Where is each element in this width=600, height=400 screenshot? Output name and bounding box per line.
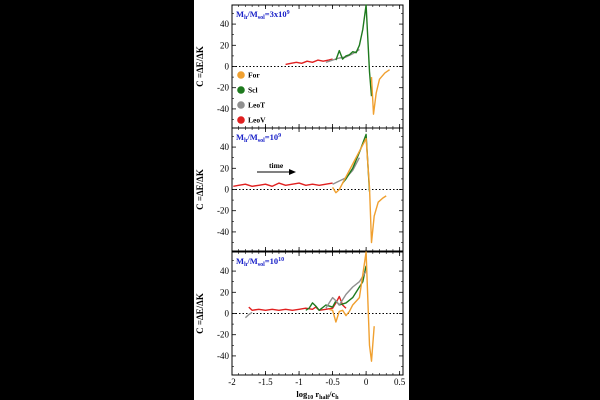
legend-label-leov: LeoV — [248, 116, 266, 125]
legend-label-scl: Scl — [248, 86, 258, 95]
time-arrow-head — [289, 169, 296, 175]
y-tick-label: 40 — [220, 19, 230, 29]
series-line-for — [370, 69, 390, 115]
y-tick-label: 0 — [225, 309, 230, 319]
y-axis-label: C =ΔE/ΔK — [195, 46, 205, 87]
y-tick-label: -40 — [217, 104, 229, 114]
y-tick-label: -20 — [217, 83, 229, 93]
y-tick-label: 40 — [220, 266, 230, 276]
y-tick-label: -20 — [217, 206, 229, 216]
series-line-leot — [325, 48, 360, 63]
y-tick-label: 0 — [225, 185, 230, 195]
y-tick-label: -40 — [217, 351, 229, 361]
series-line-leov — [285, 58, 333, 66]
y-axis-label: C =ΔE/ΔK — [195, 169, 205, 210]
series-line-for — [332, 137, 387, 244]
x-tick-label: -1 — [295, 377, 303, 387]
x-axis-label: log10 rhalf/ch — [296, 389, 339, 400]
legend-label-leot: LeoT — [248, 101, 265, 110]
legend-marker-for — [237, 71, 245, 79]
legend-marker-scl — [237, 86, 245, 94]
series-line-leot — [244, 311, 253, 319]
y-tick-label: 20 — [220, 287, 230, 297]
series-line-leot — [325, 270, 367, 309]
y-tick-label: 20 — [220, 163, 230, 173]
series-line-for — [329, 251, 375, 362]
legend-marker-leov — [237, 116, 245, 124]
panel-title: Mh/Msol=3x109 — [236, 9, 290, 21]
panel-title: Mh/Msol=109 — [236, 132, 281, 144]
time-annotation: time — [269, 161, 284, 170]
series-line-leov — [233, 182, 333, 188]
series-line-leov — [248, 295, 347, 311]
x-tick-label: 0.5 — [394, 377, 406, 387]
legend-label-for: For — [248, 71, 260, 80]
y-axis-label: C =ΔE/ΔK — [195, 293, 205, 334]
y-tick-label: -40 — [217, 227, 229, 237]
x-tick-label: -0.5 — [325, 377, 340, 387]
y-tick-label: -20 — [217, 330, 229, 340]
y-tick-label: 0 — [225, 62, 230, 72]
series-line-scl — [305, 265, 367, 311]
series-line-scl — [335, 4, 373, 97]
x-tick-label: -1.5 — [258, 377, 273, 387]
y-tick-label: 20 — [220, 40, 230, 50]
x-tick-label: -2 — [228, 377, 236, 387]
legend-marker-leot — [237, 101, 245, 109]
panel-title: Mh/Msol=1010 — [236, 256, 284, 268]
x-tick-label: 0 — [364, 377, 369, 387]
y-tick-label: 40 — [220, 142, 230, 152]
